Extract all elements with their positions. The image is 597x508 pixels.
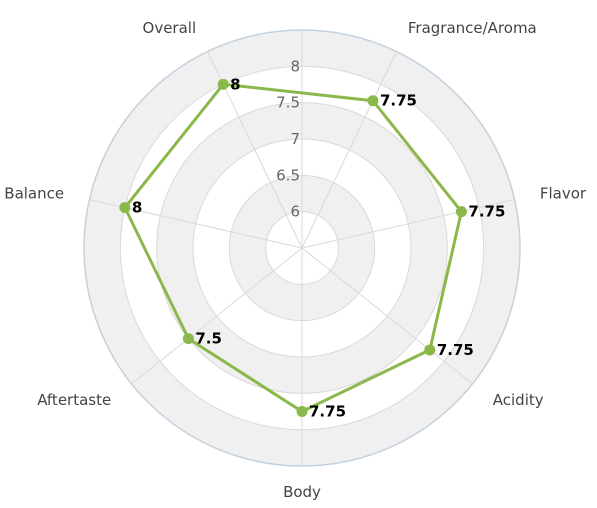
category-label: Aftertaste [37, 391, 111, 409]
category-label: Balance [4, 185, 64, 203]
category-label: Overall [143, 19, 197, 37]
data-label: 7.5 [195, 330, 222, 348]
spoke-line [301, 51, 398, 249]
data-point [182, 333, 194, 345]
radial-tick-label: 6.5 [276, 166, 300, 184]
data-label: 7.75 [437, 341, 474, 359]
spoke-line [301, 247, 473, 385]
data-label: 7.75 [309, 403, 346, 421]
series-layer [119, 78, 467, 417]
spoke-line [301, 199, 515, 249]
category-label: Body [283, 483, 321, 501]
spoke-line [131, 247, 303, 385]
data-point [424, 344, 436, 356]
data-label: 8 [230, 75, 240, 93]
radial-tick-label: 7.5 [276, 94, 300, 112]
radial-tick-label: 6 [290, 203, 300, 221]
data-point [367, 95, 379, 107]
data-label: 7.75 [380, 92, 417, 110]
data-labels: 7.75 7.75 7.75 7.75 7.5 8 8 [132, 75, 506, 420]
radial-tick-label: 8 [290, 57, 300, 75]
data-point [119, 202, 131, 214]
category-label: Fragrance/Aroma [408, 19, 537, 37]
radial-tick-labels: 6 6.5 7 7.5 8 [276, 57, 300, 220]
series-line [123, 82, 463, 413]
data-point [217, 78, 229, 90]
category-label: Acidity [493, 391, 544, 409]
data-point [455, 206, 467, 218]
category-label: Flavor [540, 185, 587, 203]
category-axis-labels: Fragrance/Aroma Flavor Acidity Body Aftertas… [4, 19, 587, 501]
data-point [296, 406, 308, 417]
radial-tick-label: 7 [290, 130, 300, 148]
data-label: 8 [132, 199, 142, 217]
data-label: 7.75 [468, 203, 505, 221]
